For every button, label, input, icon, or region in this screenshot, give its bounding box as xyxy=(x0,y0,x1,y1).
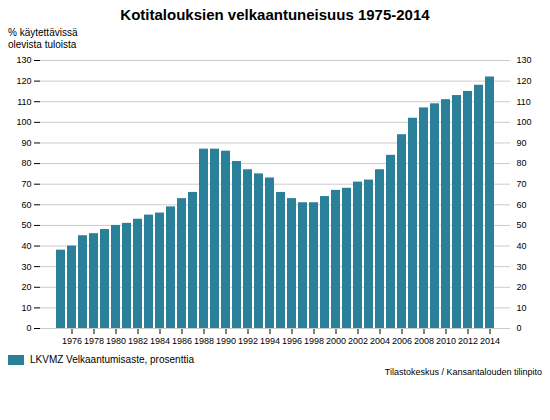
svg-text:30: 30 xyxy=(517,262,527,272)
svg-text:2004: 2004 xyxy=(370,336,390,346)
svg-text:2010: 2010 xyxy=(436,336,456,346)
svg-text:90: 90 xyxy=(517,138,527,148)
svg-text:20: 20 xyxy=(21,282,31,292)
svg-text:70: 70 xyxy=(21,179,31,189)
svg-text:10: 10 xyxy=(517,303,527,313)
svg-text:70: 70 xyxy=(517,179,527,189)
svg-text:110: 110 xyxy=(17,97,31,107)
svg-text:2012: 2012 xyxy=(458,336,478,346)
svg-text:100: 100 xyxy=(16,117,31,127)
svg-text:2002: 2002 xyxy=(348,336,368,346)
svg-text:1990: 1990 xyxy=(216,336,236,346)
svg-text:0: 0 xyxy=(517,323,522,333)
svg-text:110: 110 xyxy=(517,97,531,107)
svg-text:2000: 2000 xyxy=(326,336,346,346)
svg-text:0: 0 xyxy=(26,323,31,333)
svg-text:1998: 1998 xyxy=(304,336,324,346)
svg-text:80: 80 xyxy=(517,158,527,168)
svg-text:130: 130 xyxy=(16,55,31,65)
html-text:% käytettävissä olevista tuloi: % käytettävissä olevista tuloista xyxy=(8,27,78,50)
svg-text:60: 60 xyxy=(21,200,31,210)
svg-text:2008: 2008 xyxy=(414,336,434,346)
svg-text:30: 30 xyxy=(21,262,31,272)
svg-text:80: 80 xyxy=(21,158,31,168)
svg-text:60: 60 xyxy=(517,200,527,210)
html-text:LKVMZ Velkaantumisaste, prosen: LKVMZ Velkaantumisaste, prosenttia xyxy=(30,354,194,365)
svg-text:10: 10 xyxy=(21,303,31,313)
svg-text:1996: 1996 xyxy=(282,336,302,346)
svg-text:50: 50 xyxy=(517,220,527,230)
svg-text:1980: 1980 xyxy=(106,336,126,346)
svg-text:50: 50 xyxy=(21,220,31,230)
svg-text:1976: 1976 xyxy=(62,336,82,346)
svg-text:90: 90 xyxy=(21,138,31,148)
svg-text:2014: 2014 xyxy=(480,336,500,346)
svg-text:1978: 1978 xyxy=(84,336,104,346)
svg-text:1984: 1984 xyxy=(150,336,170,346)
svg-text:1988: 1988 xyxy=(194,336,214,346)
svg-text:120: 120 xyxy=(517,76,532,86)
svg-text:130: 130 xyxy=(517,55,532,65)
svg-text:1986: 1986 xyxy=(172,336,192,346)
svg-text:1992: 1992 xyxy=(238,336,258,346)
svg-text:2006: 2006 xyxy=(392,336,412,346)
svg-text:1982: 1982 xyxy=(128,336,148,346)
svg-text:40: 40 xyxy=(517,241,527,251)
html-text:Tilastokeskus / Kansantalouden: Tilastokeskus / Kansantalouden tilinpito xyxy=(384,367,542,377)
svg-text:20: 20 xyxy=(517,282,527,292)
svg-text:120: 120 xyxy=(16,76,31,86)
svg-text:100: 100 xyxy=(517,117,532,127)
svg-text:1994: 1994 xyxy=(260,336,280,346)
svg-text:40: 40 xyxy=(21,241,31,251)
html-text:Kotitalouksien velkaantuneisuu: Kotitalouksien velkaantuneisuus 1975-201… xyxy=(120,6,430,23)
